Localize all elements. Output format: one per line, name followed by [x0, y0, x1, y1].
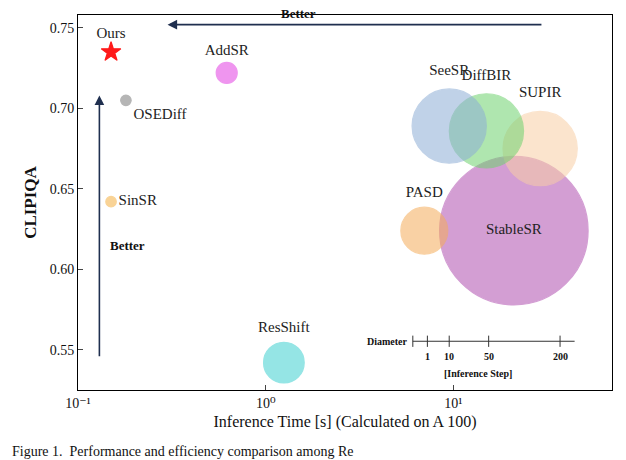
svg-text:Ours: Ours	[96, 25, 125, 41]
svg-text:Better: Better	[281, 6, 316, 21]
svg-text:0.55: 0.55	[50, 343, 75, 358]
svg-text:50: 50	[484, 351, 494, 362]
svg-text:CLIPIQA: CLIPIQA	[21, 165, 40, 238]
svg-text:10¹: 10¹	[444, 396, 462, 411]
svg-text:StableSR: StableSR	[486, 221, 542, 237]
svg-text:0.70: 0.70	[50, 101, 75, 116]
svg-text:Figure 1. Performance and eff: Figure 1. Performance and efficiency com…	[12, 444, 353, 459]
svg-text:0.75: 0.75	[50, 21, 75, 36]
svg-text:AddSR: AddSR	[205, 42, 249, 58]
svg-text:ResShift: ResShift	[258, 319, 311, 335]
svg-text:OSEDiff: OSEDiff	[133, 106, 186, 122]
svg-text:DiffBIR: DiffBIR	[462, 67, 512, 83]
svg-text:1: 1	[425, 351, 430, 362]
svg-text:10⁻¹: 10⁻¹	[65, 396, 91, 411]
svg-text:SeeSR: SeeSR	[429, 62, 469, 78]
svg-text:Inference Time [s] (Calculated: Inference Time [s] (Calculated on A 100)	[213, 413, 476, 431]
svg-text:10: 10	[444, 351, 454, 362]
svg-text:[Inference Step]: [Inference Step]	[444, 368, 512, 379]
svg-text:200: 200	[553, 351, 568, 362]
svg-text:Better: Better	[110, 238, 145, 253]
svg-text:PASD: PASD	[406, 184, 443, 200]
svg-text:0.60: 0.60	[50, 262, 75, 277]
svg-text:Diameter: Diameter	[367, 336, 408, 347]
svg-text:SinSR: SinSR	[119, 192, 157, 208]
svg-text:0.65: 0.65	[50, 182, 75, 197]
svg-text:10⁰: 10⁰	[256, 396, 276, 411]
svg-text:SUPIR: SUPIR	[519, 84, 562, 100]
